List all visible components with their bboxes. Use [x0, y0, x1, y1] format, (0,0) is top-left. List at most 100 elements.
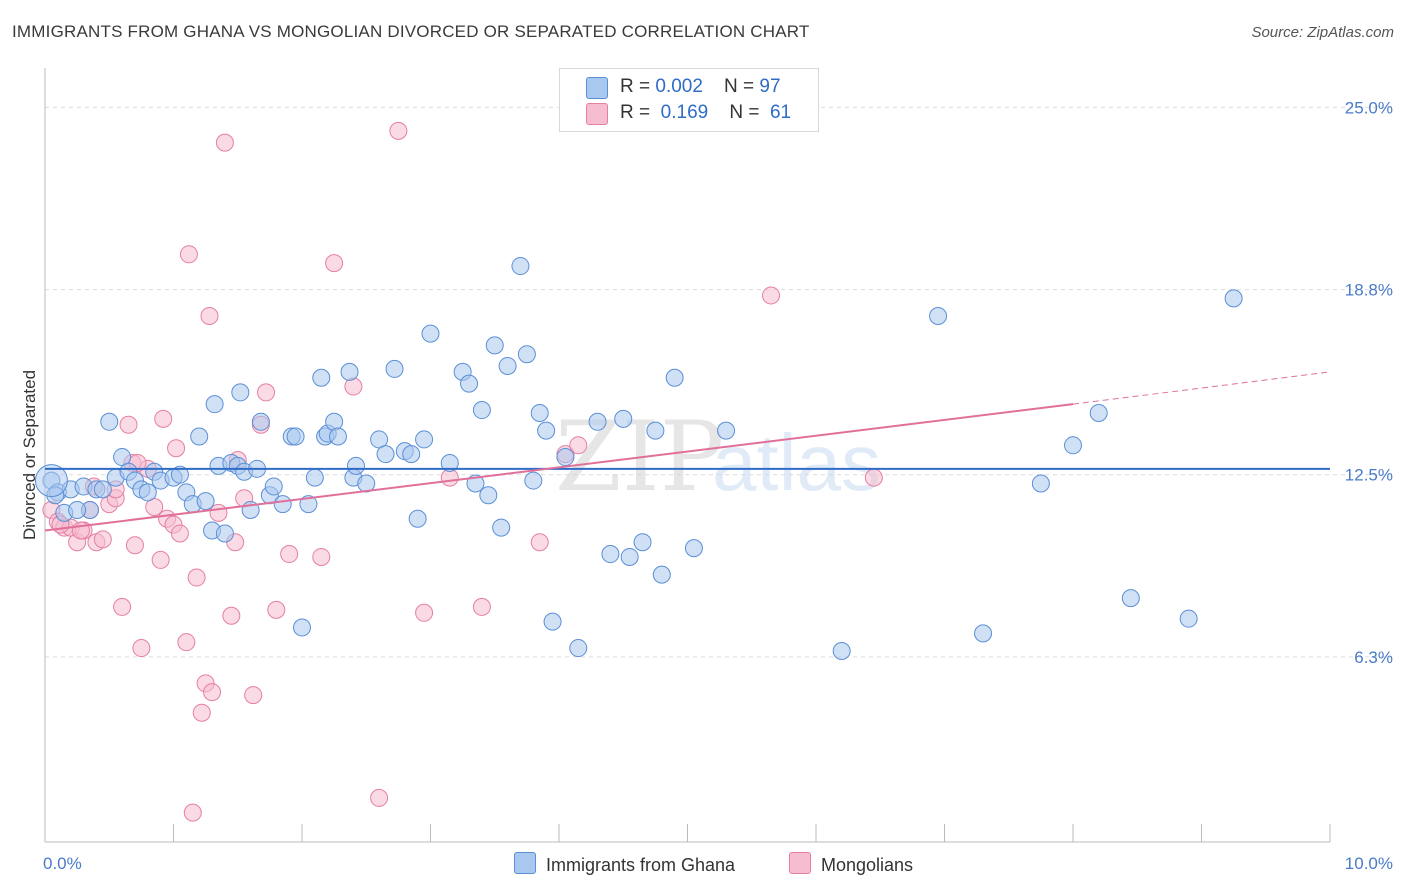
watermark-atlas: atlas — [712, 418, 881, 507]
ghana-point — [511, 257, 530, 276]
legend-swatch-mongolians — [586, 103, 608, 125]
mongolians-point — [119, 415, 138, 434]
ghana-point — [556, 448, 575, 467]
mongolians-point — [132, 639, 151, 658]
mongolians-point — [200, 307, 219, 326]
x-tick-labels: 0.0% 10.0% — [43, 854, 1393, 873]
ghana-point — [717, 421, 736, 440]
ghana-point — [421, 324, 440, 343]
mongolians-trend-extension — [1072, 371, 1331, 405]
bottom-legend-swatch-mongolians — [789, 852, 811, 874]
ghana-point — [588, 412, 607, 431]
ghana-point — [328, 427, 347, 446]
bottom-legend-label-ghana: Immigrants from Ghana — [546, 855, 736, 875]
mongolians-point — [257, 383, 276, 402]
ghana-point — [440, 453, 459, 472]
y-tick-label: 18.8% — [1345, 281, 1393, 300]
ghana-point — [646, 421, 665, 440]
ghana-point — [340, 362, 359, 381]
ghana-point — [517, 345, 536, 364]
y-axis-label: Divorced or Separated — [20, 370, 39, 540]
ghana-point — [524, 471, 543, 490]
mongolians-point — [370, 788, 389, 807]
mongolians-point — [93, 530, 112, 549]
mongolians-point — [209, 503, 228, 522]
ghana-point — [466, 474, 485, 493]
ghana-point — [286, 427, 305, 446]
bottom-legend-mongolians: Mongolians — [789, 852, 913, 876]
y-tick-label: 25.0% — [1345, 98, 1393, 117]
mongolians-trend-line — [44, 403, 1074, 532]
ghana-point — [408, 509, 427, 528]
ghana-point — [530, 403, 549, 422]
mongolians-point — [154, 409, 173, 428]
y-tick-label: 6.3% — [1354, 648, 1393, 667]
mongolians-point — [179, 245, 198, 264]
ghana-point — [299, 495, 318, 514]
mongolians-point — [151, 550, 170, 569]
legend-r-value: 0.169 — [660, 102, 709, 123]
mongolians-point — [215, 133, 234, 152]
ghana-point — [665, 368, 684, 387]
bottom-legend-swatch-ghana — [514, 852, 536, 874]
ghana-points — [34, 257, 1243, 660]
ghana-point — [472, 401, 491, 420]
mongolians-point — [389, 121, 408, 140]
mongolians-point — [569, 436, 588, 455]
ghana-point — [385, 359, 404, 378]
mongolians-point — [280, 545, 299, 564]
mongolians-point — [170, 524, 189, 543]
mongolians-point — [167, 439, 186, 458]
ghana-point — [138, 483, 157, 502]
ghana-point — [205, 395, 224, 414]
trend-lines — [44, 371, 1331, 532]
ghana-point — [1089, 403, 1108, 422]
ghana-point — [312, 368, 331, 387]
chart-title: IMMIGRANTS FROM GHANA VS MONGOLIAN DIVOR… — [12, 22, 810, 41]
ghana-point — [498, 356, 517, 375]
ghana-point — [684, 539, 703, 558]
legend-n-value: 97 — [759, 76, 781, 97]
axes — [44, 68, 1331, 843]
ghana-point — [415, 430, 434, 449]
ghana-point — [652, 565, 671, 584]
source-label: Source: ZipAtlas.com — [1251, 24, 1394, 41]
ghana-point — [305, 468, 324, 487]
legend-r-label: R = — [620, 102, 656, 123]
mongolians-point — [192, 703, 211, 722]
legend-n-label: N = — [729, 102, 765, 123]
mongolians-point — [472, 597, 491, 616]
ghana-point — [543, 612, 562, 631]
ghana-point — [1179, 609, 1198, 628]
mongolians-point — [530, 533, 549, 552]
mongolians-point — [177, 633, 196, 652]
ghana-point — [1224, 289, 1243, 308]
ghana-point — [479, 486, 498, 505]
ghana-point — [346, 456, 365, 475]
mongolians-point — [125, 536, 144, 555]
ghana-point — [492, 518, 511, 537]
ghana-point — [100, 412, 119, 431]
mongolians-point — [187, 568, 206, 587]
ghana-point — [402, 445, 421, 464]
stats-legend: R = 0.002 N = 97 R = 0.169 N = 61 — [559, 68, 819, 132]
ghana-point — [974, 624, 993, 643]
ghana-point — [93, 480, 112, 499]
ghana-point — [1064, 436, 1082, 455]
ghana-point — [231, 383, 250, 402]
x-tick-label: 10.0% — [1345, 854, 1393, 873]
mongolians-point — [267, 600, 286, 619]
bottom-legend-label-mongolians: Mongolians — [821, 855, 914, 875]
mongolians-point — [325, 254, 344, 273]
ghana-point — [68, 500, 87, 519]
mongolians-point — [222, 606, 241, 625]
ghana-point — [929, 307, 948, 326]
ghana-point — [170, 465, 189, 484]
ghana-point — [614, 409, 633, 428]
ghana-point — [215, 524, 234, 543]
legend-n-label: N = — [724, 76, 760, 97]
ghana-point — [273, 495, 292, 514]
x-tick-label: 0.0% — [43, 854, 82, 873]
ghana-point — [569, 639, 588, 658]
